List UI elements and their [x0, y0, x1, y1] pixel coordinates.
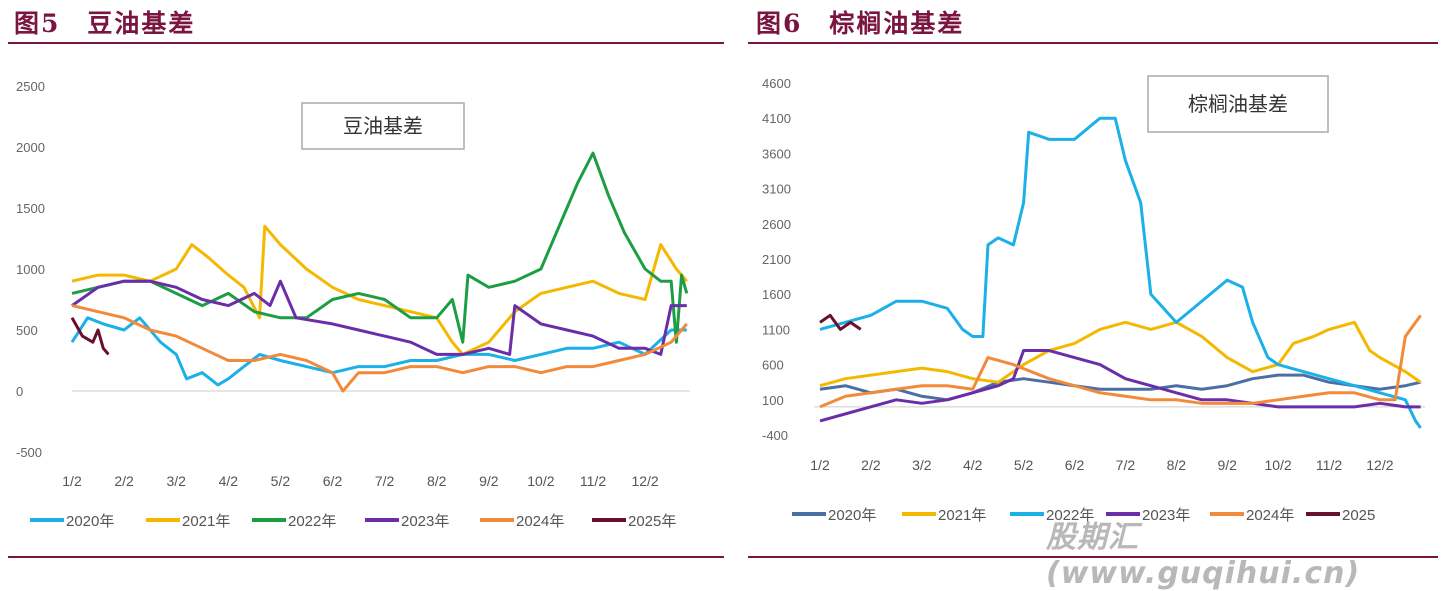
x-tick-label: 4/2	[963, 457, 983, 473]
figure-5-title: 图5 豆油基差	[14, 9, 196, 38]
legend-label: 2025年	[628, 513, 676, 530]
series-line-2025	[819, 313, 862, 331]
y-tick-label: 2100	[762, 252, 791, 267]
series-line-2022年	[71, 151, 689, 344]
figure-6-title: 图6 棕榈油基差	[756, 9, 965, 38]
y-tick-label: -500	[16, 445, 42, 460]
x-tick-label: 12/2	[1366, 457, 1393, 473]
legend-label: 2020年	[66, 513, 114, 530]
x-tick-label: 12/2	[631, 473, 658, 489]
chart-title-box	[1147, 75, 1329, 133]
legend-label: 2021年	[938, 507, 986, 524]
legend-label: 2020年	[828, 507, 876, 524]
y-tick-label: 2000	[16, 140, 45, 155]
y-tick-label: 4100	[762, 111, 791, 126]
series-line-2024年	[71, 304, 688, 393]
x-tick-label: 7/2	[1116, 457, 1136, 473]
y-tick-label: 1600	[762, 287, 791, 302]
y-tick-label: 0	[16, 384, 23, 399]
legend-label: 2025	[1342, 507, 1375, 524]
x-tick-label: 3/2	[912, 457, 932, 473]
legend-label: 2023年	[401, 513, 449, 530]
x-tick-label: 5/2	[271, 473, 291, 489]
x-tick-label: 9/2	[1217, 457, 1237, 473]
bottom-rule-right	[748, 556, 1438, 558]
y-tick-label: 2500	[16, 79, 45, 94]
series-line-2020年	[819, 373, 1421, 402]
x-tick-label: 8/2	[427, 473, 447, 489]
x-tick-label: 1/2	[810, 457, 830, 473]
y-tick-label: 4600	[762, 76, 791, 91]
title-rule-left	[8, 42, 724, 44]
chart-title: 豆油基差	[343, 114, 423, 138]
x-tick-label: 7/2	[375, 473, 395, 489]
x-tick-label: 6/2	[323, 473, 343, 489]
legend-label: 2023年	[1142, 507, 1190, 524]
x-tick-label: 11/2	[580, 473, 606, 489]
y-tick-label: 500	[16, 323, 38, 338]
series-line-2022年	[819, 116, 1422, 429]
y-tick-label: -400	[762, 428, 788, 443]
charts-canvas: -500 0 500 1000 1500 2000 2500 1/2 2/2 3/2 4/2 5/2 6…	[16, 75, 1425, 530]
x-tick-label: 6/2	[1065, 457, 1085, 473]
watermark: 股期汇(www.guqihui.cn)	[1046, 520, 1361, 591]
legend-label: 2024年	[1246, 507, 1294, 524]
x-tick-label: 1/2	[62, 473, 82, 489]
legend-label: 2022年	[288, 513, 336, 530]
x-tick-label: 9/2	[479, 473, 499, 489]
x-tick-label: 10/2	[527, 473, 554, 489]
y-tick-label: 2600	[762, 217, 791, 232]
y-tick-label: 100	[762, 393, 784, 408]
legend-label: 2024年	[516, 513, 564, 530]
series-line-2021年	[71, 224, 688, 356]
x-tick-label: 4/2	[219, 473, 239, 489]
x-tick-label: 2/2	[861, 457, 881, 473]
series-line-2023年	[819, 349, 1421, 423]
y-tick-label: 600	[762, 358, 784, 373]
series-line-2024年	[819, 314, 1422, 409]
x-tick-label: 8/2	[1167, 457, 1187, 473]
chart-title-box	[301, 102, 465, 150]
y-tick-label: 3100	[762, 182, 791, 197]
legend-label: 2022年	[1046, 507, 1094, 524]
series-line-2020年	[70, 316, 687, 387]
x-tick-label: 11/2	[1316, 457, 1342, 473]
y-tick-label: 1100	[762, 322, 790, 337]
x-tick-label: 2/2	[114, 473, 134, 489]
legend-label: 2021年	[182, 513, 230, 530]
title-rule-right	[748, 42, 1438, 44]
y-tick-label: 1500	[16, 201, 45, 216]
series-line-2025年	[70, 317, 110, 356]
x-tick-label: 3/2	[166, 473, 186, 489]
series-line-2023年	[71, 279, 687, 356]
x-tick-label: 5/2	[1014, 457, 1034, 473]
x-tick-label: 10/2	[1264, 457, 1291, 473]
series-line-2021年	[819, 320, 1422, 388]
chart-title: 棕榈油基差	[1188, 92, 1288, 116]
y-tick-label: 1000	[16, 262, 45, 277]
y-tick-label: 3600	[762, 146, 791, 161]
bottom-rule-left	[8, 556, 724, 558]
